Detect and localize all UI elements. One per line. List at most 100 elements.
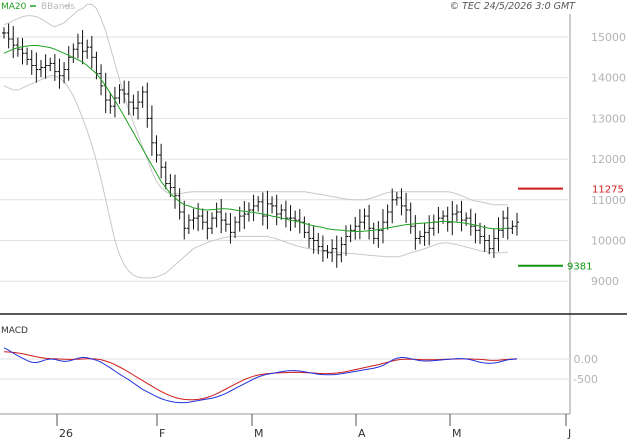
price-bar bbox=[501, 210, 506, 238]
price-bar bbox=[413, 215, 418, 250]
price-bar bbox=[367, 204, 372, 240]
price-bar bbox=[62, 62, 67, 84]
price-bar bbox=[505, 206, 510, 240]
price-bar bbox=[339, 237, 344, 263]
price-bar bbox=[131, 94, 136, 116]
legend-label-ma20: MA20 bbox=[1, 2, 27, 12]
price-bar bbox=[251, 194, 256, 222]
price-bar bbox=[408, 202, 413, 234]
x-tick-label: M bbox=[254, 427, 264, 440]
y-axis-ticks: 9000 10000 11000 12000 13000 14000 15000 0.00 -5… bbox=[573, 31, 626, 386]
price-bar bbox=[297, 208, 302, 234]
y-tick-label: 14000 bbox=[591, 72, 626, 85]
price-bar bbox=[307, 222, 312, 248]
price-bar bbox=[219, 198, 224, 234]
price-bar bbox=[191, 208, 196, 230]
price-bar bbox=[427, 215, 432, 246]
price-bar bbox=[496, 217, 501, 252]
price-bar bbox=[293, 210, 298, 228]
price-bar bbox=[20, 38, 25, 65]
price-bar bbox=[288, 205, 293, 232]
bband-upper-line bbox=[3, 3, 508, 206]
price-bar bbox=[482, 225, 487, 252]
copyright-text: © TEC 24/5/2026 3:0 GMT bbox=[450, 1, 577, 12]
support-resistance-levels: 11275 9381 bbox=[518, 185, 624, 273]
price-bar bbox=[320, 235, 325, 262]
price-bar bbox=[510, 220, 515, 234]
price-bar bbox=[274, 194, 279, 226]
price-bar bbox=[80, 30, 85, 65]
price-bar bbox=[145, 82, 150, 128]
price-bar bbox=[330, 239, 335, 263]
price-bar bbox=[242, 201, 247, 230]
price-bar bbox=[316, 232, 321, 255]
price-bar bbox=[29, 50, 34, 75]
price-bar bbox=[256, 196, 261, 212]
price-bar bbox=[371, 222, 376, 245]
y-tick-label: 9000 bbox=[591, 275, 619, 288]
price-bar bbox=[422, 222, 427, 246]
price-bar bbox=[122, 80, 127, 104]
macd-y-tick-label: 0.00 bbox=[574, 353, 599, 366]
y-tick-label: 15000 bbox=[591, 31, 626, 44]
price-bar bbox=[436, 206, 441, 234]
price-bar bbox=[136, 90, 141, 120]
grid bbox=[0, 36, 570, 380]
price-bar bbox=[112, 86, 117, 118]
support-label: 9381 bbox=[567, 262, 592, 273]
price-bar bbox=[473, 213, 478, 244]
price-bar bbox=[394, 192, 399, 206]
price-bar bbox=[126, 80, 131, 116]
x-axis-ticks: 26 F M A M J bbox=[56, 414, 571, 440]
price-bar bbox=[233, 216, 238, 239]
price-bar bbox=[491, 229, 496, 259]
price-bar bbox=[38, 59, 43, 78]
price-bar bbox=[200, 208, 205, 230]
price-bar bbox=[66, 46, 71, 81]
price-bar bbox=[177, 188, 182, 220]
y-tick-label: 12000 bbox=[591, 153, 626, 166]
price-bar bbox=[43, 54, 48, 79]
price-bar bbox=[450, 201, 455, 236]
price-bar bbox=[186, 214, 191, 234]
price-bar bbox=[515, 212, 519, 236]
price-bar bbox=[205, 210, 210, 240]
price-bar bbox=[159, 143, 164, 179]
legend: MA20 BBands bbox=[1, 2, 75, 12]
price-bar bbox=[89, 35, 94, 69]
price-bar bbox=[348, 224, 353, 243]
price-bar bbox=[85, 39, 90, 59]
price-bar bbox=[265, 190, 270, 230]
price-bar bbox=[209, 212, 214, 234]
price-bar bbox=[404, 192, 409, 223]
price-bar bbox=[2, 27, 6, 39]
y-tick-label: 10000 bbox=[591, 235, 626, 248]
price-bar bbox=[25, 47, 30, 66]
price-bar bbox=[311, 225, 316, 254]
price-bar bbox=[353, 216, 358, 240]
macd-line bbox=[3, 347, 518, 404]
price-bar bbox=[445, 206, 450, 232]
price-bar bbox=[48, 57, 53, 72]
price-bar bbox=[103, 72, 108, 114]
price-bar bbox=[214, 202, 219, 228]
price-bar bbox=[11, 26, 16, 59]
price-bar bbox=[459, 200, 464, 232]
price-bar bbox=[376, 220, 381, 248]
x-tick-label: A bbox=[358, 427, 366, 440]
macd-lines bbox=[3, 347, 518, 404]
price-bar bbox=[279, 204, 284, 220]
price-bar bbox=[223, 212, 228, 232]
price-bar bbox=[154, 135, 159, 163]
price-bar bbox=[140, 86, 145, 108]
price-bar bbox=[454, 204, 459, 222]
price-bar bbox=[357, 209, 362, 240]
plot-frame bbox=[0, 14, 627, 415]
price-bar bbox=[431, 214, 436, 236]
price-bar bbox=[417, 230, 422, 245]
price-bar bbox=[283, 200, 288, 228]
x-tick-label: M bbox=[452, 427, 462, 440]
price-bar bbox=[71, 43, 76, 64]
price-bar bbox=[34, 52, 39, 83]
price-bar bbox=[75, 33, 80, 59]
